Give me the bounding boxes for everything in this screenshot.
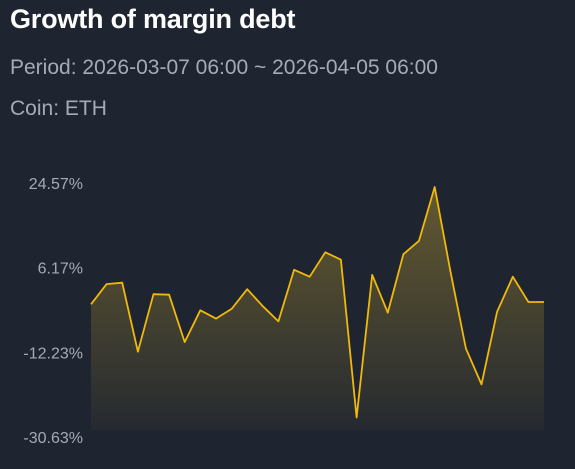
coin-value: ETH — [64, 97, 107, 120]
data-point[interactable] — [368, 271, 376, 279]
data-point[interactable] — [321, 248, 329, 256]
data-point[interactable] — [196, 306, 204, 314]
coin-info: Coin: ETH — [10, 97, 107, 121]
period-info: Period: 2026-03-07 06:00 ~ 2026-04-05 06… — [10, 56, 438, 80]
data-point[interactable] — [509, 273, 517, 281]
data-point[interactable] — [118, 279, 126, 287]
data-point[interactable] — [259, 302, 267, 310]
data-point[interactable] — [150, 290, 158, 298]
data-point[interactable] — [87, 300, 95, 308]
data-point[interactable] — [384, 309, 392, 317]
y-tick-label: -12.23% — [23, 345, 83, 362]
data-point[interactable] — [165, 291, 173, 299]
data-point[interactable] — [399, 250, 407, 258]
data-point[interactable] — [431, 183, 439, 191]
period-label: Period: — [10, 56, 77, 79]
data-point[interactable] — [524, 298, 532, 306]
period-value: 2026-03-07 06:00 ~ 2026-04-05 06:00 — [82, 56, 438, 79]
y-tick-label: 6.17% — [38, 261, 83, 278]
data-point[interactable] — [290, 266, 298, 274]
data-point[interactable] — [415, 237, 423, 245]
data-point[interactable] — [446, 267, 454, 275]
data-point[interactable] — [243, 285, 251, 293]
coin-label: Coin: — [10, 97, 60, 120]
data-point[interactable] — [134, 348, 142, 356]
y-axis: 24.57% 6.17% -12.23% -30.63% — [23, 176, 83, 447]
chart-title: Growth of margin debt — [10, 4, 296, 34]
data-point[interactable] — [103, 280, 111, 288]
data-point[interactable] — [181, 338, 189, 346]
data-point[interactable] — [493, 308, 501, 316]
data-point[interactable] — [228, 305, 236, 313]
data-point[interactable] — [306, 273, 314, 281]
data-point[interactable] — [337, 256, 345, 264]
data-point[interactable] — [212, 315, 220, 323]
series-area — [91, 187, 544, 430]
data-point[interactable] — [462, 345, 470, 353]
data-point[interactable] — [478, 380, 486, 388]
series-line — [90, 186, 544, 419]
plot-area — [87, 183, 548, 430]
data-point[interactable] — [353, 414, 361, 422]
data-point[interactable] — [274, 317, 282, 325]
y-tick-label: 24.57% — [29, 176, 83, 193]
y-tick-label: -30.63% — [23, 430, 83, 447]
data-point[interactable] — [540, 298, 548, 306]
